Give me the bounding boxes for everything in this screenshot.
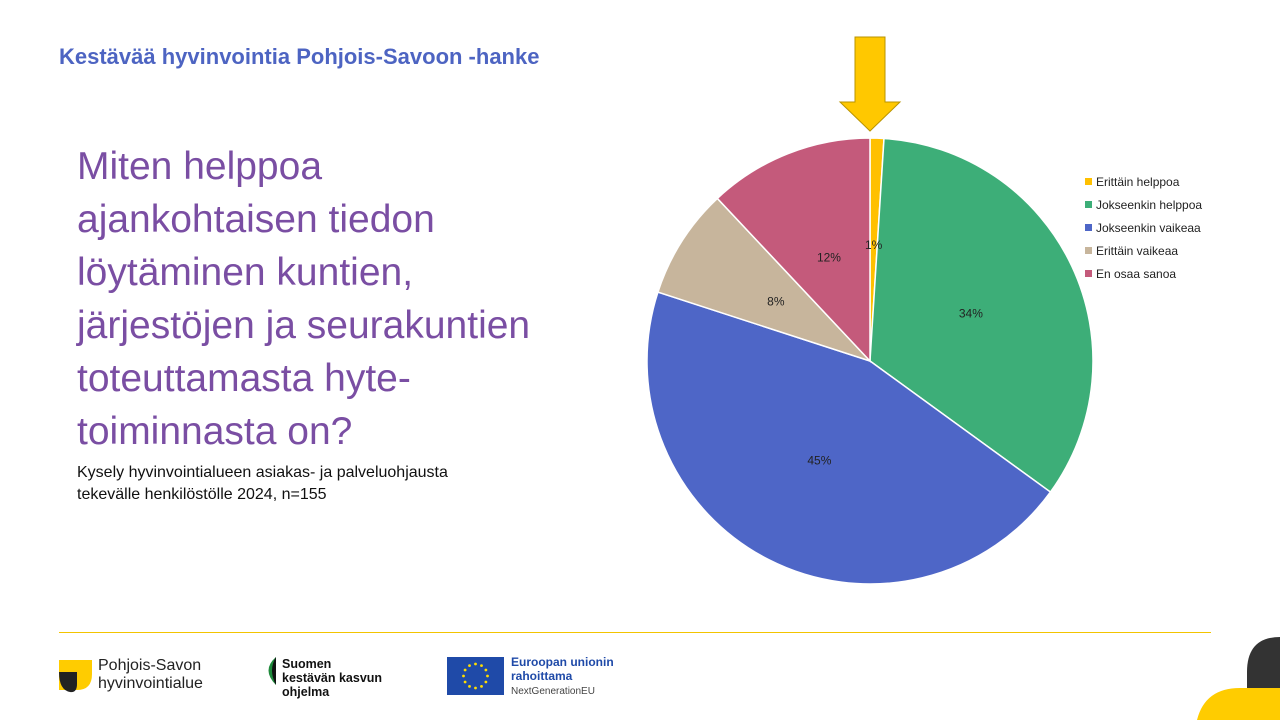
eu-star-icon	[462, 674, 465, 678]
pohjois-savo-logo-mark	[59, 660, 92, 693]
legend-swatch	[1085, 270, 1092, 277]
slice-data-label: 12%	[817, 250, 841, 264]
footer-divider	[59, 632, 1211, 633]
eu-star-icon	[484, 668, 488, 672]
page-header-title: Kestävää hyvinvointia Pohjois-Savoon -ha…	[59, 44, 540, 69]
eu-star-icon	[468, 684, 471, 688]
eu-star-icon	[474, 686, 477, 690]
pie-slice-2	[869, 137, 1094, 494]
pohjois-savo-logo-text: Pohjois-Savon hyvinvointialue	[98, 657, 203, 692]
legend-label: En osaa sanoa	[1096, 266, 1177, 281]
eu-star-icon	[463, 680, 467, 684]
highlight-arrow	[838, 36, 902, 132]
legend-item: Erittäin vaikeaa	[1085, 239, 1202, 262]
survey-subtitle: Kysely hyvinvointialueen asiakas- ja pal…	[77, 464, 448, 503]
chart-legend: Erittäin helppoa Jokseenkin helppoa Joksee…	[1085, 170, 1202, 285]
eu-flag	[447, 657, 504, 695]
legend-item: En osaa sanoa	[1085, 262, 1202, 285]
eu-star-icon	[463, 668, 467, 672]
legend-item: Jokseenkin vaikeaa	[1085, 216, 1202, 239]
legend-item: Erittäin helppoa	[1085, 170, 1202, 193]
legend-label: Erittäin helppoa	[1096, 174, 1180, 189]
legend-swatch	[1085, 247, 1092, 254]
eu-star-icon	[480, 664, 483, 668]
eu-star-icon	[484, 680, 488, 684]
legend-item: Jokseenkin helppoa	[1085, 193, 1202, 216]
eu-funding-title: Euroopan unionin rahoittama	[511, 655, 614, 683]
legend-swatch	[1085, 224, 1092, 231]
eu-star-icon	[474, 662, 477, 666]
pie-slice-3	[646, 291, 1052, 585]
eu-star-icon	[480, 684, 483, 688]
corner-decoration	[1197, 637, 1280, 720]
eu-star-icon	[468, 664, 471, 668]
leaf-logo-mark	[268, 657, 276, 685]
legend-label: Erittäin vaikeaa	[1096, 243, 1179, 258]
kestava-kasvu-logo-text: Suomen kestävän kasvun ohjelma	[282, 657, 383, 699]
survey-question: Miten helppoa ajankohtaisen tiedon löytä…	[77, 145, 531, 453]
legend-label: Jokseenkin vaikeaa	[1096, 220, 1201, 235]
pie-slice-4	[656, 197, 871, 362]
eu-funding-subtitle: NextGenerationEU	[511, 686, 595, 697]
eu-star-icon	[486, 674, 489, 678]
legend-label: Jokseenkin helppoa	[1096, 197, 1203, 212]
slice-data-label: 1%	[865, 238, 883, 252]
slice-data-label: 45%	[807, 453, 831, 467]
legend-swatch	[1085, 178, 1092, 185]
pie-slice-5	[716, 137, 871, 363]
legend-swatch	[1085, 201, 1092, 208]
slice-data-label: 8%	[767, 294, 785, 308]
slice-data-label: 34%	[959, 307, 983, 321]
